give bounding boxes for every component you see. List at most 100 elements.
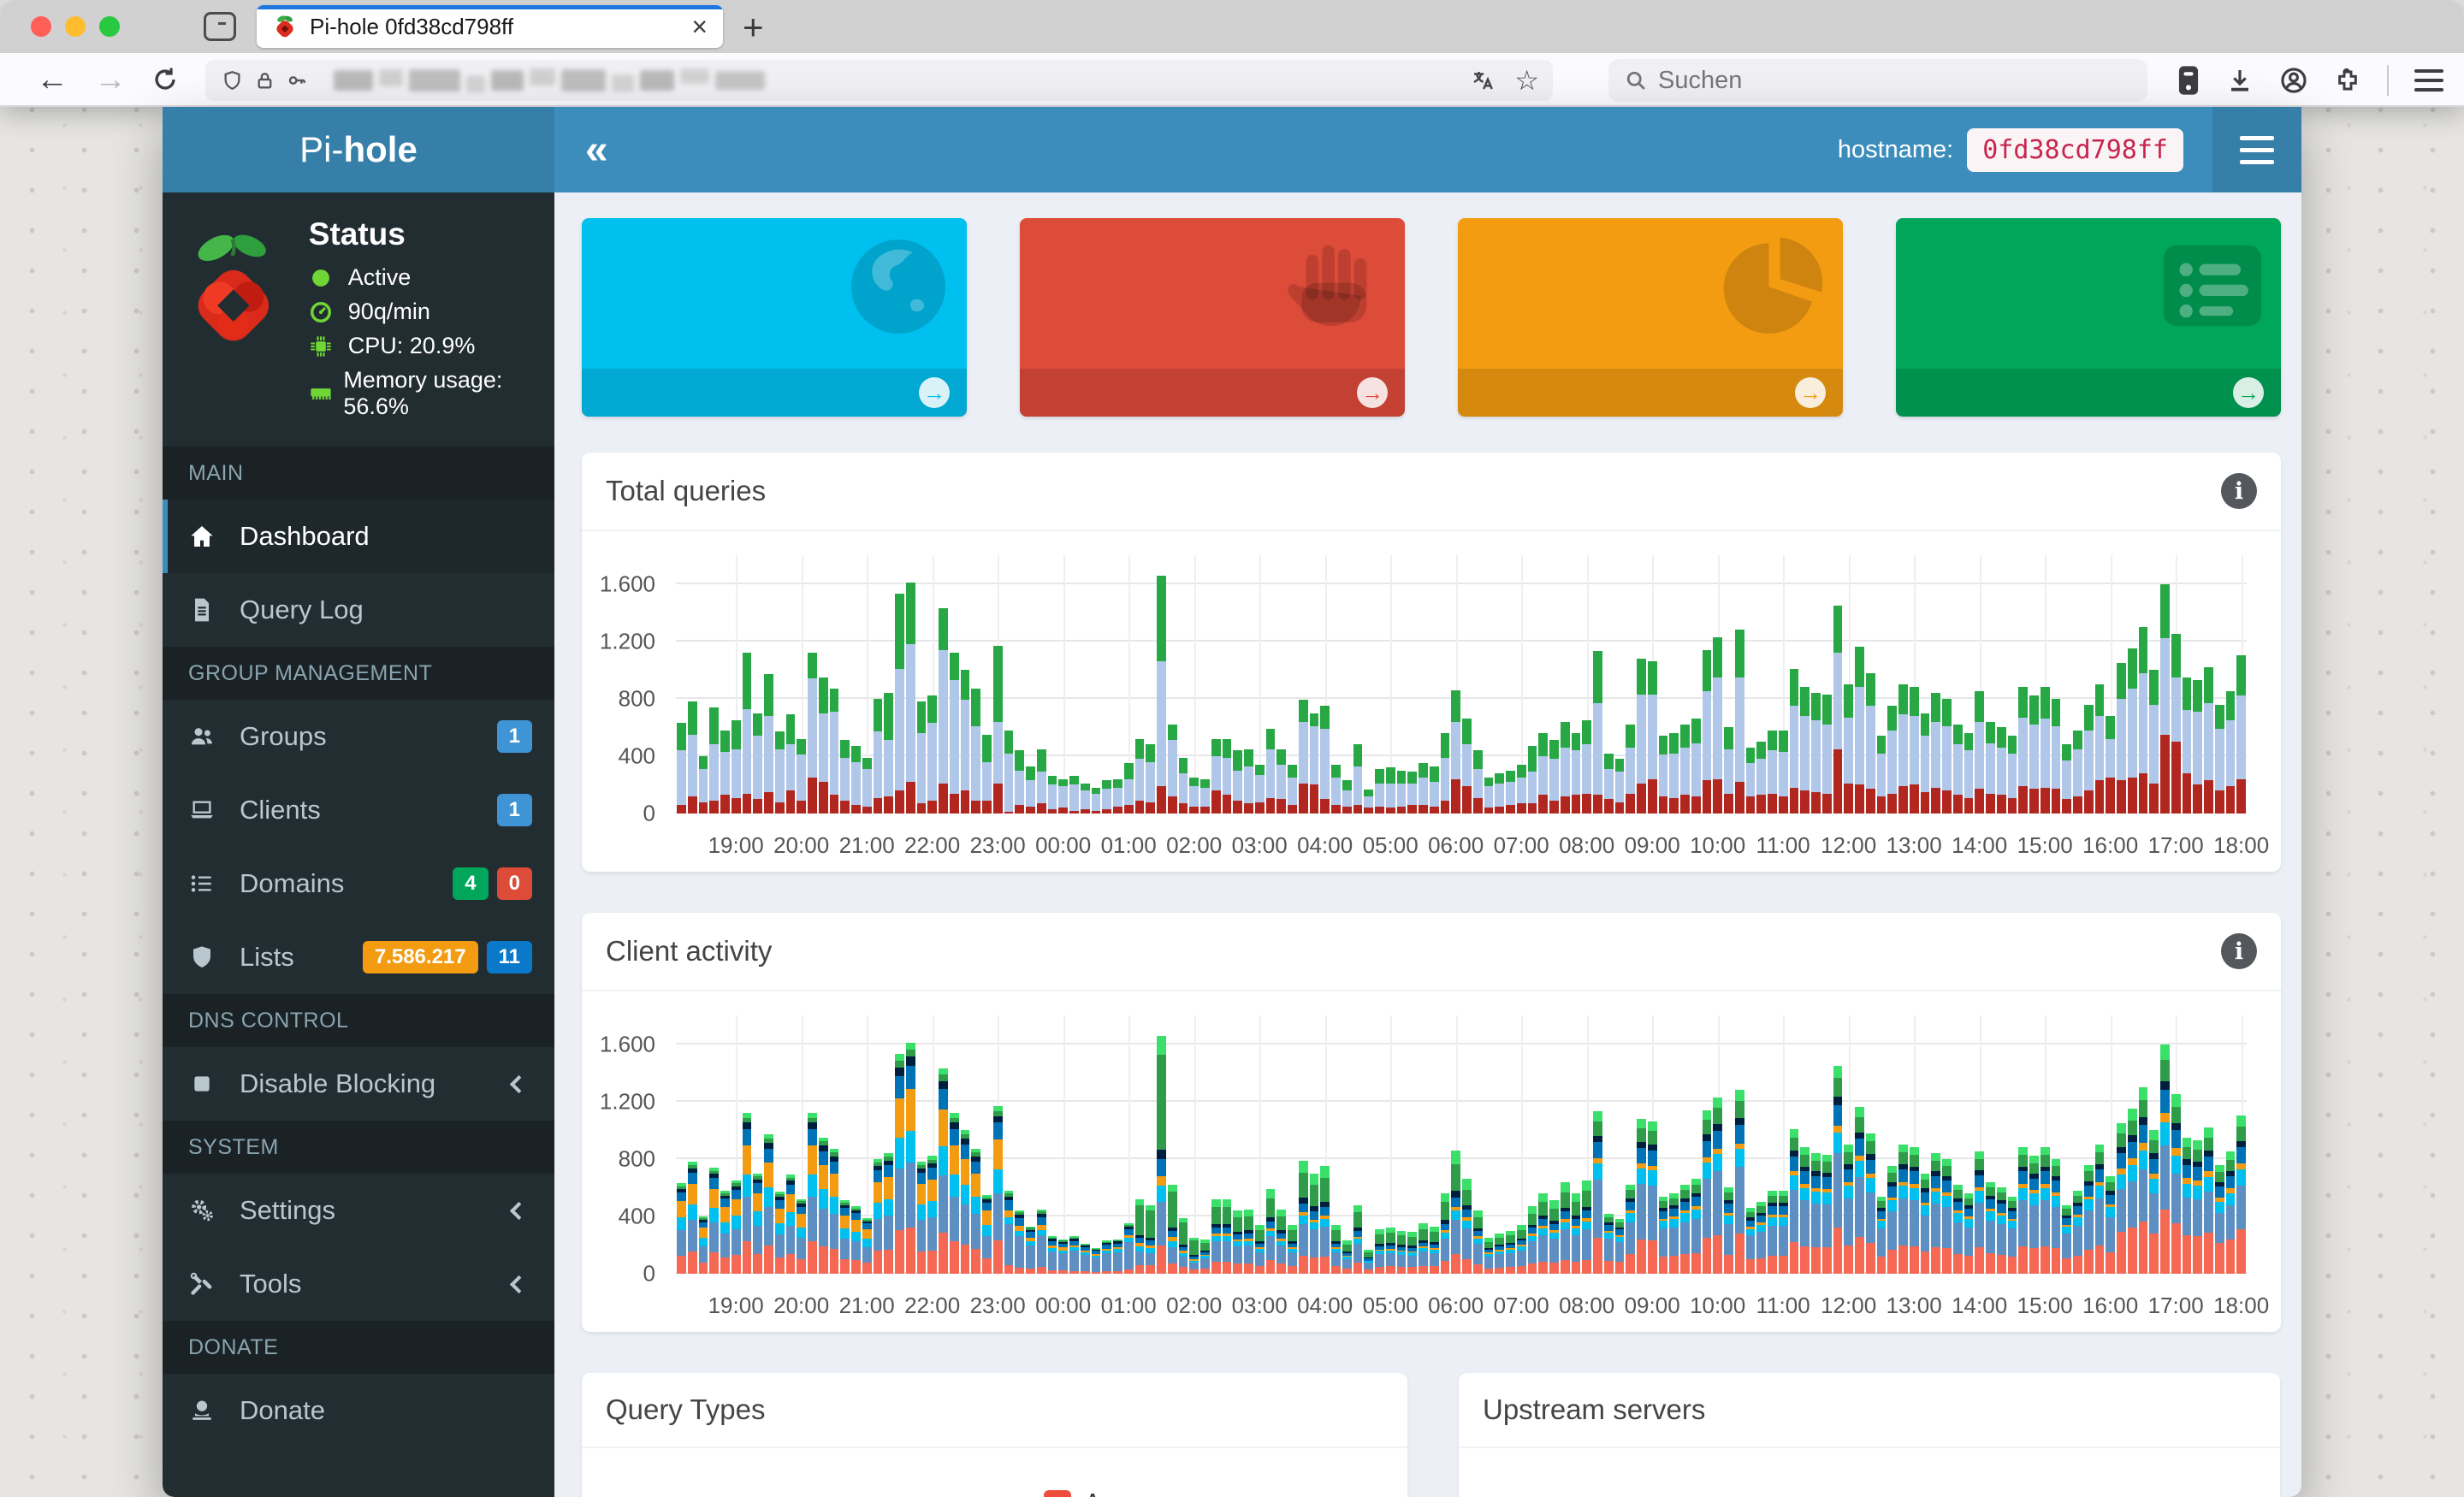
- stacked-bar[interactable]: [1833, 555, 1843, 814]
- stacked-bar[interactable]: [1254, 1015, 1265, 1274]
- stacked-bar[interactable]: [1952, 555, 1963, 814]
- stacked-bar[interactable]: [2018, 555, 2028, 814]
- stacked-bar[interactable]: [1865, 555, 1875, 814]
- stacked-bar[interactable]: [2138, 555, 2148, 814]
- stacked-bar[interactable]: [1691, 555, 1701, 814]
- stacked-bar[interactable]: [1058, 1015, 1068, 1274]
- stacked-bar[interactable]: [1233, 1015, 1242, 1274]
- sidebar-item-domains[interactable]: Domains 4 0: [163, 847, 554, 920]
- stacked-bar[interactable]: [677, 555, 686, 814]
- stacked-bar[interactable]: [1986, 555, 1995, 814]
- sidebar-item-lists[interactable]: Lists 7.586.217 11: [163, 920, 554, 994]
- stacked-bar[interactable]: [1047, 1015, 1057, 1274]
- stacked-bar[interactable]: [1244, 1015, 1253, 1274]
- legend-checkbox-icon[interactable]: ✓: [1044, 1489, 1072, 1497]
- stacked-bar[interactable]: [2073, 1015, 2082, 1274]
- stacked-bar[interactable]: [687, 1015, 697, 1274]
- stacked-bar[interactable]: [1637, 555, 1646, 814]
- stacked-bar[interactable]: [2193, 555, 2202, 814]
- stacked-bar[interactable]: [884, 555, 893, 814]
- stacked-bar[interactable]: [1309, 1015, 1319, 1274]
- stacked-bar[interactable]: [797, 555, 806, 814]
- stacked-bar[interactable]: [2062, 1015, 2071, 1274]
- account-icon[interactable]: [2279, 66, 2308, 95]
- stacked-bar[interactable]: [1713, 1015, 1722, 1274]
- stacked-bar[interactable]: [1821, 555, 1832, 814]
- stacked-bar[interactable]: [1593, 1015, 1602, 1274]
- stacked-bar[interactable]: [873, 555, 883, 814]
- stacked-bar[interactable]: [1331, 555, 1341, 814]
- stacked-bar[interactable]: [1713, 555, 1722, 814]
- tab-pihole[interactable]: Pi-hole 0fd38cd798ff ×: [257, 5, 723, 48]
- stacked-bar[interactable]: [1222, 555, 1232, 814]
- stacked-bar[interactable]: [927, 555, 937, 814]
- stacked-bar[interactable]: [840, 555, 850, 814]
- stacked-bar[interactable]: [960, 1015, 970, 1274]
- stacked-bar[interactable]: [1549, 1015, 1559, 1274]
- address-bar[interactable]: ☆: [205, 60, 1553, 101]
- stacked-bar[interactable]: [2236, 555, 2246, 814]
- stacked-bar[interactable]: [2062, 555, 2071, 814]
- stacked-bar[interactable]: [1756, 555, 1766, 814]
- stacked-bar[interactable]: [949, 555, 959, 814]
- stacked-bar[interactable]: [2051, 555, 2061, 814]
- stacked-bar[interactable]: [862, 555, 872, 814]
- stacked-bar[interactable]: [1276, 555, 1286, 814]
- stacked-bar[interactable]: [2040, 555, 2050, 814]
- stacked-bar[interactable]: [1015, 1015, 1024, 1274]
- lock-icon[interactable]: [254, 69, 275, 92]
- stacked-bar[interactable]: [1909, 1015, 1919, 1274]
- stacked-bar[interactable]: [2149, 1015, 2159, 1274]
- forward-button[interactable]: →: [94, 62, 127, 98]
- stacked-bar[interactable]: [1146, 1015, 1155, 1274]
- stacked-bar[interactable]: [1789, 1015, 1799, 1274]
- info-icon[interactable]: i: [2221, 933, 2257, 969]
- stacked-bar[interactable]: [1113, 555, 1122, 814]
- stacked-bar[interactable]: [2214, 555, 2224, 814]
- stacked-bar[interactable]: [1964, 1015, 1974, 1274]
- card-footer-link[interactable]: →: [1020, 369, 1405, 417]
- stacked-bar[interactable]: [1800, 555, 1810, 814]
- bookmark-star-icon[interactable]: ☆: [1514, 65, 1539, 96]
- stacked-bar[interactable]: [1942, 1015, 1952, 1274]
- stacked-bar[interactable]: [1495, 555, 1504, 814]
- shield-icon[interactable]: [221, 69, 244, 92]
- stacked-bar[interactable]: [1756, 1015, 1766, 1274]
- stacked-bar[interactable]: [1026, 1015, 1035, 1274]
- stacked-bar[interactable]: [949, 1015, 959, 1274]
- stacked-bar[interactable]: [2073, 555, 2082, 814]
- card-footer-link[interactable]: →: [1896, 369, 2281, 417]
- stacked-bar[interactable]: [742, 555, 752, 814]
- stacked-bar[interactable]: [1407, 555, 1417, 814]
- stacked-bar[interactable]: [1200, 555, 1210, 814]
- stacked-bar[interactable]: [1669, 1015, 1679, 1274]
- stacked-bar[interactable]: [731, 555, 741, 814]
- stacked-bar[interactable]: [1429, 1015, 1439, 1274]
- stacked-bar[interactable]: [2083, 555, 2094, 814]
- stacked-bar[interactable]: [1222, 1015, 1232, 1274]
- stacked-bar[interactable]: [1353, 1015, 1363, 1274]
- stacked-bar[interactable]: [1254, 555, 1265, 814]
- stacked-bar[interactable]: [2182, 555, 2192, 814]
- card-footer-link[interactable]: →: [1458, 369, 1843, 417]
- stacked-bar[interactable]: [884, 1015, 893, 1274]
- search-bar[interactable]: Suchen: [1608, 59, 2147, 102]
- card-footer-link[interactable]: →: [582, 369, 967, 417]
- stacked-bar[interactable]: [1472, 555, 1483, 814]
- stacked-bar[interactable]: [992, 555, 1003, 814]
- stacked-bar[interactable]: [1952, 1015, 1963, 1274]
- back-button[interactable]: ←: [36, 62, 68, 98]
- stacked-bar[interactable]: [1964, 555, 1974, 814]
- stacked-bar[interactable]: [731, 1015, 741, 1274]
- stacked-bar[interactable]: [2204, 1015, 2213, 1274]
- stacked-bar[interactable]: [785, 555, 796, 814]
- stacked-bar[interactable]: [1768, 1015, 1777, 1274]
- stacked-bar[interactable]: [1288, 555, 1297, 814]
- stacked-bar[interactable]: [982, 555, 992, 814]
- stacked-bar[interactable]: [1146, 555, 1155, 814]
- stacked-bar[interactable]: [1887, 1015, 1897, 1274]
- stacked-bar[interactable]: [2171, 555, 2181, 814]
- stacked-bar[interactable]: [1385, 1015, 1395, 1274]
- stacked-bar[interactable]: [1844, 555, 1853, 814]
- stacked-bar[interactable]: [1396, 1015, 1407, 1274]
